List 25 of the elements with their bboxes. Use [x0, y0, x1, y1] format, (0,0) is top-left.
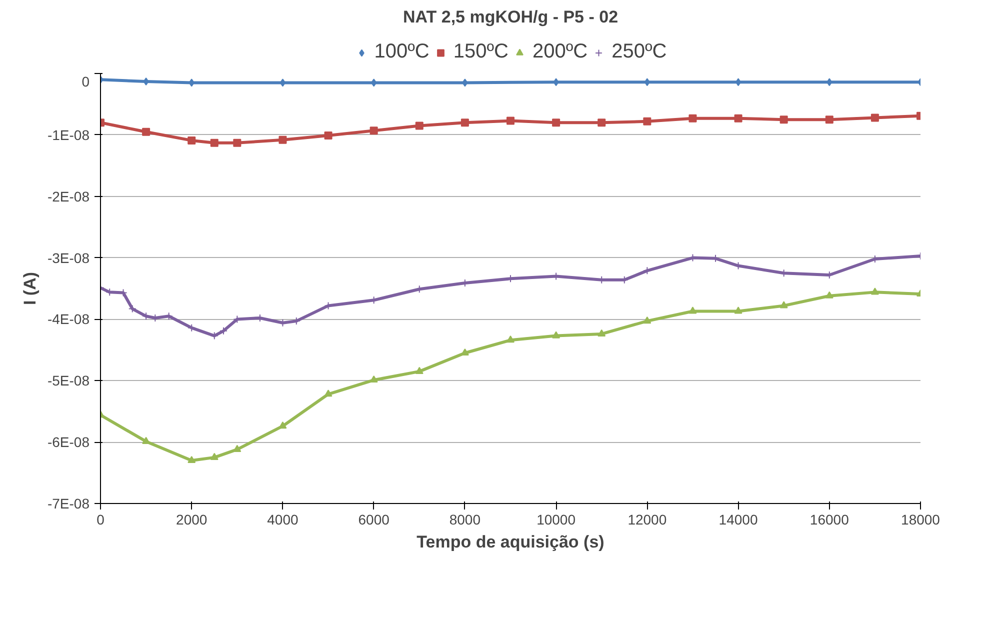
x-tick-label: 2000: [176, 512, 208, 528]
x-tick-label: 6000: [358, 512, 390, 528]
y-tick-label: -5E-08: [47, 372, 90, 389]
legend-label: 200ºC: [532, 40, 588, 64]
y-tick-label: -1E-08: [47, 126, 90, 143]
y-tick-label: -2E-08: [47, 188, 90, 204]
x-tick-label: 16000: [810, 512, 850, 528]
x-tick-label: 8000: [449, 512, 481, 528]
x-tick-label: 10000: [536, 512, 576, 528]
chart-title: NAT 2,5 mgKOH/g - P5 - 02: [402, 8, 618, 26]
x-tick-label: 0: [96, 512, 105, 528]
y-tick-label: -7E-08: [47, 496, 90, 512]
x-tick-label: 12000: [628, 512, 667, 528]
y-tick-label: 0: [82, 74, 90, 90]
y-tick-label: -4E-08: [47, 311, 90, 328]
legend-label: 150ºC: [453, 40, 508, 64]
x-tick-label: 18000: [901, 512, 940, 528]
y-axis-title: I (A): [20, 272, 40, 306]
y-tick-label: -6E-08: [47, 434, 90, 450]
legend-label: 250ºC: [612, 40, 667, 64]
x-tick-label: 4000: [267, 512, 299, 528]
legend-label: 100ºC: [374, 40, 430, 64]
y-tick-label: -3E-08: [47, 250, 90, 266]
x-tick-label: 14000: [718, 512, 758, 528]
x-axis-title: Tempo de aquisição (s): [416, 532, 604, 552]
